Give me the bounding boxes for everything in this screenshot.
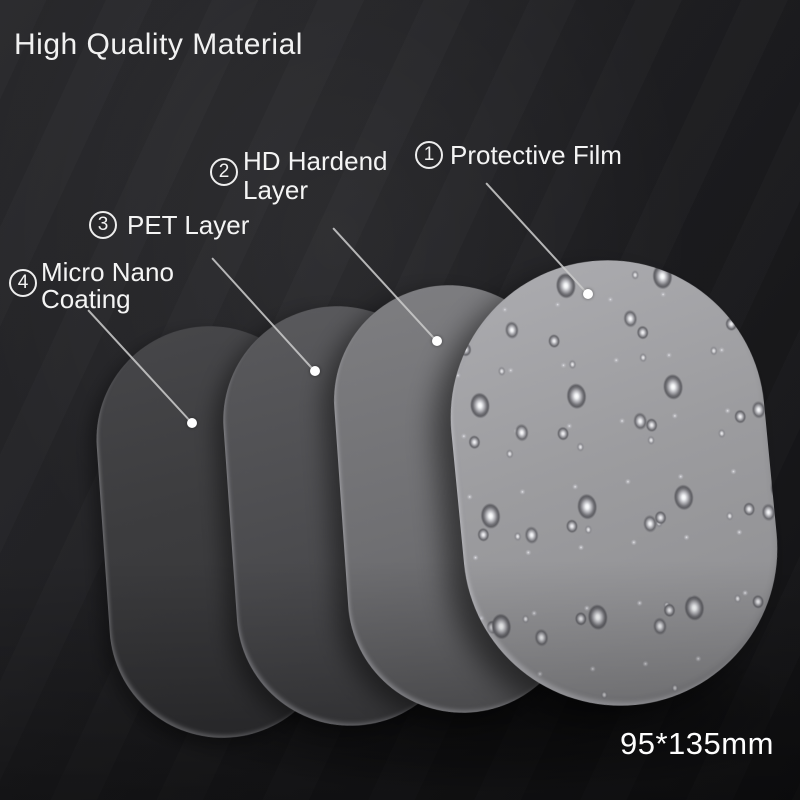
callout-label: PET Layer (127, 210, 250, 240)
callout-number-badge: 4 (9, 269, 37, 297)
callout-label: Protective Film (450, 140, 622, 170)
size-label: 95*135mm (620, 726, 774, 761)
callout-number-badge: 2 (210, 158, 238, 186)
callout-dot-hd-hardend (432, 336, 442, 346)
callout-dot-protective-film (583, 289, 593, 299)
callout-dot-pet (310, 366, 320, 376)
callout-label: HD Hardend Layer (243, 146, 388, 205)
callout-number-badge: 1 (415, 141, 443, 169)
page-title: High Quality Material (14, 28, 303, 61)
callout-label: Micro Nano Coating (41, 257, 174, 314)
callout-dot-micro-nano (187, 418, 197, 428)
callout-number-badge: 3 (89, 211, 117, 239)
